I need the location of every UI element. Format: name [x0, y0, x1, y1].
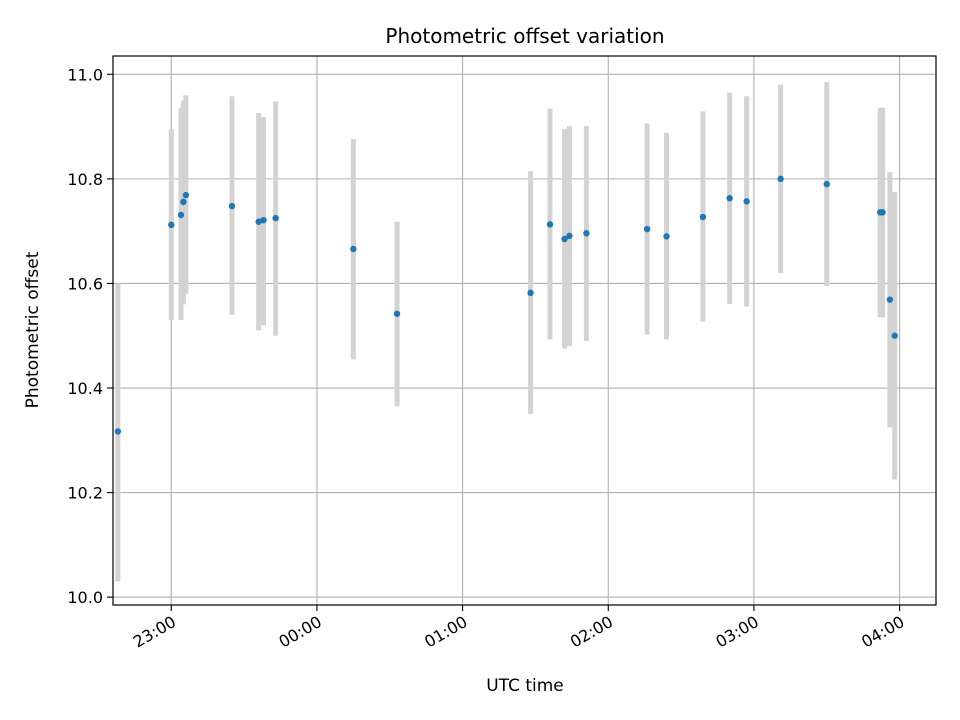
y-tick-label: 10.6	[67, 274, 103, 293]
data-point	[168, 221, 175, 229]
data-points	[114, 175, 898, 435]
data-point	[114, 428, 122, 435]
data-point	[823, 180, 830, 188]
data-point	[527, 289, 534, 297]
data-point	[393, 310, 401, 317]
data-point	[566, 232, 573, 240]
data-point	[350, 245, 357, 253]
y-tick-label: 10.0	[67, 588, 103, 607]
data-point	[699, 213, 707, 221]
data-point	[777, 175, 784, 183]
data-point	[272, 214, 279, 222]
grid-lines	[113, 56, 936, 605]
data-point	[643, 225, 651, 233]
x-axis-label: UTC time	[486, 676, 564, 696]
data-point	[663, 233, 670, 240]
data-point	[561, 235, 568, 243]
data-point	[255, 218, 262, 225]
plot-frame	[112, 55, 937, 606]
data-point	[260, 216, 267, 224]
data-point	[546, 221, 554, 228]
chart-title: Photometric offset variation	[385, 24, 664, 48]
y-axis-ticks: 10.0 10.2 10.4 10.6 10.8 11.0	[67, 65, 113, 607]
data-point	[886, 296, 894, 303]
data-point	[177, 211, 185, 219]
data-point	[180, 198, 187, 206]
data-point	[726, 195, 733, 202]
data-point	[879, 209, 886, 216]
data-point	[891, 332, 898, 339]
y-tick-label: 10.4	[67, 379, 103, 398]
y-axis-label: Photometric offset	[23, 251, 43, 408]
y-tick-label: 11.0	[67, 65, 103, 84]
data-point	[583, 230, 590, 237]
data-point	[228, 202, 236, 210]
data-point	[743, 198, 750, 205]
y-tick-label: 10.2	[67, 484, 103, 503]
data-point	[182, 191, 190, 199]
y-tick-label: 10.8	[67, 170, 103, 189]
